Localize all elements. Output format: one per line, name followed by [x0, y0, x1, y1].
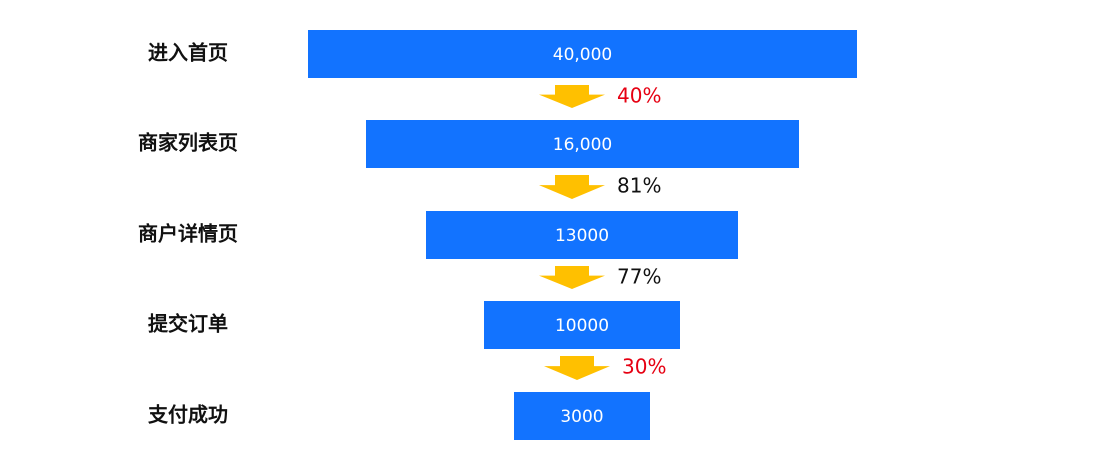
- arrow: [544, 356, 610, 380]
- funnel-bar: [514, 392, 650, 440]
- stage-label: 进入首页: [148, 41, 228, 65]
- arrow: [539, 175, 605, 199]
- stage-value: 3000: [560, 407, 603, 427]
- conversion-rate: 81%: [617, 174, 661, 198]
- stage-value: 13000: [555, 226, 609, 246]
- funnel-bar: [366, 120, 799, 168]
- conversion-rate: 30%: [622, 355, 666, 379]
- funnel-bar: [308, 30, 857, 78]
- funnel-bar: [484, 301, 680, 349]
- stage-label: 支付成功: [148, 403, 228, 427]
- conversion-rate: 77%: [617, 265, 661, 289]
- funnel-bar: [426, 211, 738, 259]
- arrow: [539, 266, 605, 289]
- stage-label: 提交订单: [148, 312, 228, 336]
- stage-label: 商家列表页: [138, 131, 238, 155]
- stage-value: 16,000: [553, 135, 612, 155]
- stage-value: 40,000: [553, 45, 612, 65]
- stage-label: 商户详情页: [138, 222, 238, 246]
- arrow: [539, 85, 605, 108]
- stage-value: 10000: [555, 316, 609, 336]
- conversion-rate: 40%: [617, 84, 661, 108]
